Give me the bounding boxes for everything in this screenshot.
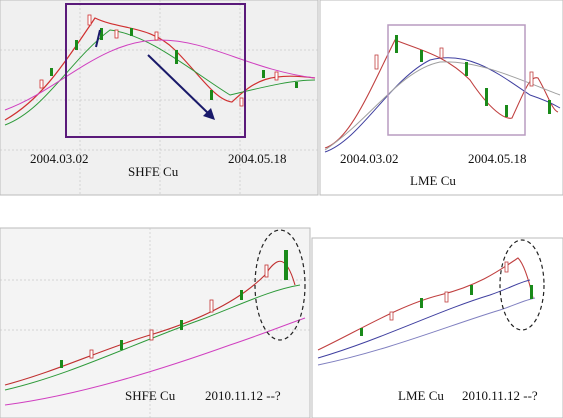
lme-2004-panel: 2004.03.02 2004.05.18 LME Cu: [319, 0, 563, 196]
panel-background: [311, 237, 563, 418]
candles: [374, 47, 534, 87]
highlight-box: [387, 24, 526, 136]
moving-average: [317, 279, 531, 359]
date-label: 2004.05.18: [228, 151, 287, 166]
arrow: [147, 54, 211, 116]
candles: [50, 28, 298, 100]
candles: [389, 261, 509, 321]
moving-average: [4, 317, 306, 406]
moving-average: [324, 57, 561, 153]
price-line: [4, 17, 316, 121]
moving-average: [4, 39, 316, 111]
candles: [395, 35, 551, 117]
candles: [39, 14, 279, 107]
exchange-label: SHFE Cu: [125, 388, 176, 403]
date-label: 2004.05.18: [468, 151, 527, 166]
exchange-label: SHFE Cu: [128, 164, 179, 179]
date-label: 2004.03.02: [30, 151, 89, 166]
candles: [60, 250, 288, 368]
highlight-ellipse: [499, 239, 545, 331]
moving-average: [4, 284, 301, 391]
moving-average: [4, 29, 316, 126]
shfe-2010-panel: SHFE Cu 2010.11.12 --?: [0, 227, 311, 418]
panel-background: [319, 0, 563, 196]
highlight-ellipse: [254, 229, 306, 341]
moving-average: [324, 61, 561, 151]
date-label: 2010.11.12 --?: [462, 388, 538, 403]
price-line: [324, 39, 559, 149]
candles: [89, 264, 269, 359]
price-line: [317, 257, 534, 351]
arrow-head: [203, 108, 215, 120]
exchange-label: LME Cu: [410, 173, 456, 188]
moving-average: [317, 297, 536, 366]
lme-2010-panel: LME Cu 2010.11.12 --?: [311, 237, 563, 418]
shfe-2004-panel: 2004.03.02 2004.05.18 SHFE Cu: [0, 0, 319, 196]
arrow: [95, 29, 101, 48]
price-line: [4, 260, 296, 386]
highlight-box: [65, 3, 246, 138]
exchange-label: LME Cu: [398, 388, 444, 403]
panel-background: [0, 0, 319, 196]
candles: [360, 285, 533, 336]
date-label: 2004.03.02: [340, 151, 399, 166]
date-label: 2010.11.12 --?: [205, 388, 281, 403]
